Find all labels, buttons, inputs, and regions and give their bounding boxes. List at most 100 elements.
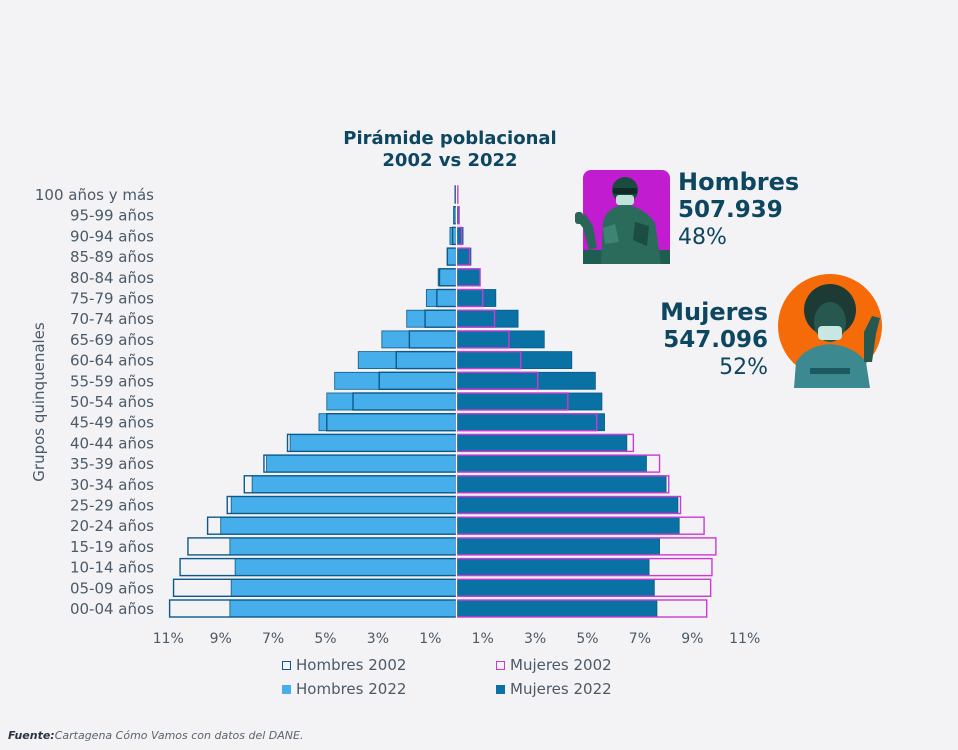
- women-pct: 52%: [719, 355, 768, 380]
- bar-mujeres-2022-80-84-a-os: [456, 268, 481, 287]
- x-tick-label-pos11: 11%: [729, 631, 760, 647]
- chart-title: Pirámide poblacional 2002 vs 2022: [300, 128, 600, 172]
- y-axis-label: Grupos quinquenales: [30, 322, 48, 482]
- bar-hombres-2022-35-39-a-os: [266, 454, 457, 473]
- woman-photo-icon: [776, 272, 896, 392]
- x-tick-label-pos9: 9%: [681, 631, 703, 647]
- x-tick-label-neg11: 11%: [153, 631, 184, 647]
- bar-mujeres-2022-20-24-a-os: [456, 516, 680, 535]
- legend-label-hombres-2002: Hombres 2002: [296, 656, 407, 674]
- bar-hombres-2022-55-59-a-os: [334, 371, 457, 390]
- men-value: 507.939: [678, 197, 783, 223]
- category-label-30-34-a-os: 30-34 años: [70, 476, 154, 494]
- category-label-10-14-a-os: 10-14 años: [70, 559, 154, 577]
- bar-mujeres-2022-35-39-a-os: [456, 454, 647, 473]
- source-text: Cartagena Cómo Vamos con datos del DANE.: [54, 729, 304, 742]
- legend-swatch-mujeres-2002: [496, 661, 505, 670]
- category-label-00-04-a-os: 00-04 años: [70, 600, 154, 618]
- women-label: Mujeres: [660, 298, 768, 326]
- category-label-80-84-a-os: 80-84 años: [70, 269, 154, 287]
- x-tick-labels: 11% 9% 7% 5% 3% 1% 1% 3% 5% 7% 9% 11%: [153, 631, 761, 647]
- source-label: Fuente:: [8, 729, 55, 742]
- legend-item-hombres-2022: Hombres 2022: [282, 680, 406, 698]
- bar-hombres-2022-10-14-a-os: [234, 558, 457, 576]
- legend-label-mujeres-2022: Mujeres 2022: [510, 680, 612, 698]
- chart-title-line-2: 2002 vs 2022: [382, 150, 518, 171]
- legend-swatch-hombres-2022: [282, 685, 291, 694]
- category-label-40-44-a-os: 40-44 años: [70, 434, 154, 452]
- bar-mujeres-2022-00-04-a-os: [456, 599, 658, 618]
- category-label-15-19-a-os: 15-19 años: [70, 538, 154, 556]
- x-tick-label-pos5: 5%: [576, 631, 598, 647]
- women-value: 547.096: [663, 327, 768, 353]
- bar-hombres-2022-00-04-a-os: [229, 599, 457, 618]
- category-label-65-69-a-os: 65-69 años: [70, 331, 154, 349]
- bar-hombres-2022-50-54-a-os: [326, 392, 457, 411]
- bar-mujeres-2022-25-29-a-os: [456, 496, 679, 514]
- x-tick-label-neg7: 7%: [262, 631, 284, 647]
- category-label-45-49-a-os: 45-49 años: [70, 414, 154, 432]
- bar-mujeres-2022-15-19-a-os: [456, 537, 660, 556]
- bar-hombres-2022-85-89-a-os: [446, 247, 457, 266]
- man-photo-icon: [575, 168, 675, 270]
- x-tick-label-pos7: 7%: [629, 631, 651, 647]
- legend-label-hombres-2022: Hombres 2022: [296, 680, 407, 698]
- bar-hombres-2022-80-84-a-os: [437, 268, 457, 287]
- bar-mujeres-2022-65-69-a-os: [456, 330, 545, 349]
- bar-hombres-2022-40-44-a-os: [289, 433, 457, 452]
- legend-item-hombres-2002: Hombres 2002: [282, 656, 406, 674]
- category-label-70-74-a-os: 70-74 años: [70, 310, 154, 328]
- x-tick-label-pos3: 3%: [524, 631, 546, 647]
- bars-group: [168, 184, 717, 621]
- men-pct: 48%: [678, 225, 727, 250]
- x-tick-label-neg9: 9%: [210, 631, 232, 647]
- category-label-60-64-a-os: 60-64 años: [70, 352, 154, 370]
- category-label-95-99-a-os: 95-99 años: [70, 207, 154, 225]
- category-label-25-29-a-os: 25-29 años: [70, 497, 154, 515]
- bar-mujeres-2022-85-89-a-os: [456, 247, 472, 266]
- x-tick-label-pos1: 1%: [472, 631, 494, 647]
- legend-label-mujeres-2002: Mujeres 2002: [510, 656, 612, 674]
- bar-hombres-2022-60-64-a-os: [357, 351, 457, 370]
- category-label-35-39-a-os: 35-39 años: [70, 455, 154, 473]
- bar-hombres-2022-45-49-a-os: [318, 413, 457, 432]
- legend-item-mujeres-2002: Mujeres 2002: [496, 656, 612, 674]
- source-note: Fuente:Cartagena Cómo Vamos con datos de…: [8, 729, 303, 742]
- men-label: Hombres: [678, 168, 800, 196]
- x-tick-label-neg1: 1%: [419, 631, 441, 647]
- category-label-100-a-os-y-m-s: 100 años y más: [35, 186, 154, 204]
- bar-mujeres-2022-50-54-a-os: [456, 392, 603, 411]
- bar-mujeres-2022-30-34-a-os: [456, 475, 667, 494]
- bar-hombres-2022-65-69-a-os: [381, 330, 457, 349]
- category-labels: 100 años y más 95-99 años 90-94 años 85-89 …: [35, 186, 154, 618]
- bar-mujeres-2022-75-79-a-os: [456, 289, 497, 307]
- bar-hombres-2022-05-09-a-os: [230, 578, 457, 597]
- men-stats: Hombres 507.939 48%: [678, 168, 799, 252]
- bar-hombres-2022-75-79-a-os: [425, 289, 457, 307]
- bar-mujeres-2022-05-09-a-os: [456, 578, 655, 597]
- legend-item-mujeres-2022: Mujeres 2022: [496, 680, 612, 698]
- category-label-75-79-a-os: 75-79 años: [70, 290, 154, 308]
- bar-mujeres-2022-10-14-a-os: [456, 558, 650, 576]
- category-label-85-89-a-os: 85-89 años: [70, 248, 154, 266]
- legend-swatch-mujeres-2022: [496, 685, 505, 694]
- bar-mujeres-2022-45-49-a-os: [456, 413, 605, 432]
- category-label-90-94-a-os: 90-94 años: [70, 227, 154, 245]
- legend-swatch-hombres-2002: [282, 661, 291, 670]
- bar-mujeres-2022-55-59-a-os: [456, 371, 596, 390]
- category-label-05-09-a-os: 05-09 años: [70, 579, 154, 597]
- bar-hombres-2022-30-34-a-os: [251, 475, 457, 494]
- bar-hombres-2022-20-24-a-os: [220, 516, 457, 535]
- category-label-20-24-a-os: 20-24 años: [70, 517, 154, 535]
- bar-hombres-2022-25-29-a-os: [230, 496, 457, 514]
- bar-hombres-2022-70-74-a-os: [406, 309, 457, 328]
- chart-title-line-1: Pirámide poblacional: [343, 128, 557, 149]
- bar-mujeres-2022-40-44-a-os: [456, 433, 628, 452]
- category-label-55-59-a-os: 55-59 años: [70, 372, 154, 390]
- bar-mujeres-2022-70-74-a-os: [456, 309, 519, 328]
- bar-hombres-2022-15-19-a-os: [229, 537, 457, 556]
- bar-mujeres-2022-60-64-a-os: [456, 351, 573, 370]
- category-label-50-54-a-os: 50-54 años: [70, 393, 154, 411]
- x-tick-label-neg3: 3%: [367, 631, 389, 647]
